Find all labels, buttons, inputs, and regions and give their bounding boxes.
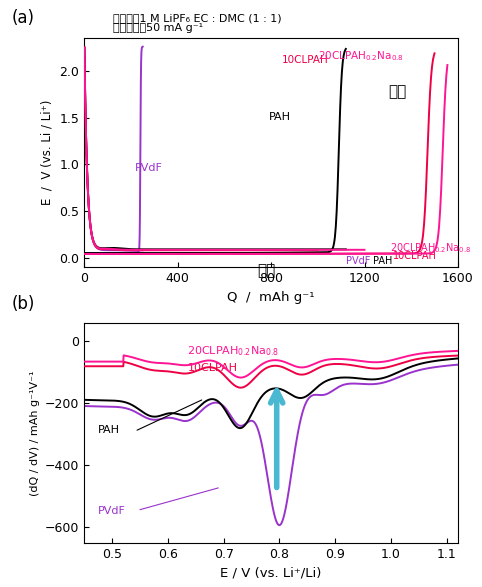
Text: 20CLPAH$_{0.2}$Na$_{0.8}$: 20CLPAH$_{0.2}$Na$_{0.8}$ <box>187 345 280 358</box>
Text: PVdF: PVdF <box>134 163 162 173</box>
Text: 20CLPAH$_{0.2}$Na$_{0.8}$: 20CLPAH$_{0.2}$Na$_{0.8}$ <box>390 241 471 255</box>
Text: PVdF: PVdF <box>346 256 370 266</box>
Y-axis label: (dQ / dV) / mAh g⁻¹V⁻¹: (dQ / dV) / mAh g⁻¹V⁻¹ <box>29 370 40 495</box>
Text: 放電: 放電 <box>388 84 406 99</box>
Text: 10CLPAH: 10CLPAH <box>392 251 436 261</box>
Text: 充電: 充電 <box>257 264 276 278</box>
X-axis label: E / V (vs. Li⁺/Li): E / V (vs. Li⁺/Li) <box>220 566 322 579</box>
Text: PAH: PAH <box>269 112 291 122</box>
Text: (a): (a) <box>12 9 35 27</box>
Text: PAH: PAH <box>98 425 120 435</box>
Text: 10CLPAH: 10CLPAH <box>281 55 328 65</box>
Text: 電解液：1 M LiPF₆ EC : DMC (1 : 1): 電解液：1 M LiPF₆ EC : DMC (1 : 1) <box>113 13 282 23</box>
Text: 20CLPAH$_{0.2}$Na$_{0.8}$: 20CLPAH$_{0.2}$Na$_{0.8}$ <box>318 49 404 62</box>
Text: PVdF: PVdF <box>98 505 126 515</box>
X-axis label: Q  /  mAh g⁻¹: Q / mAh g⁻¹ <box>228 291 315 303</box>
Text: (b): (b) <box>12 295 35 313</box>
Text: 10CLPAH: 10CLPAH <box>187 363 238 373</box>
Text: 電流密度：50 mA g⁻¹: 電流密度：50 mA g⁻¹ <box>113 23 203 33</box>
Text: PAH: PAH <box>373 256 392 266</box>
Y-axis label: E  /  V (vs. Li / Li⁺): E / V (vs. Li / Li⁺) <box>41 100 54 205</box>
